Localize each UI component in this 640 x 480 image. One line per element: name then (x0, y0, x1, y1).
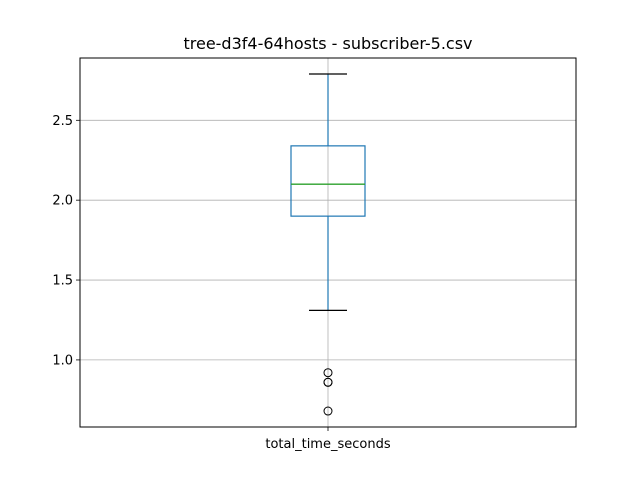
box-layer (290, 73, 366, 416)
chart-title: tree-d3f4-64hosts - subscriber-5.csv (183, 34, 472, 53)
outlier-point (323, 377, 333, 387)
x-tick-label: total_time_seconds (265, 437, 390, 452)
outlier-point (323, 406, 333, 416)
axis-layer: 1.0 1.5 2.0 2.5 total_time_seconds (52, 114, 391, 452)
y-tick-label: 1.5 (52, 274, 73, 289)
y-tick-label: 2.0 (52, 194, 73, 209)
outlier-point (323, 368, 333, 378)
y-tick-label: 1.0 (52, 353, 73, 368)
iqr-box (290, 145, 366, 217)
y-tick-label: 2.5 (52, 114, 73, 129)
